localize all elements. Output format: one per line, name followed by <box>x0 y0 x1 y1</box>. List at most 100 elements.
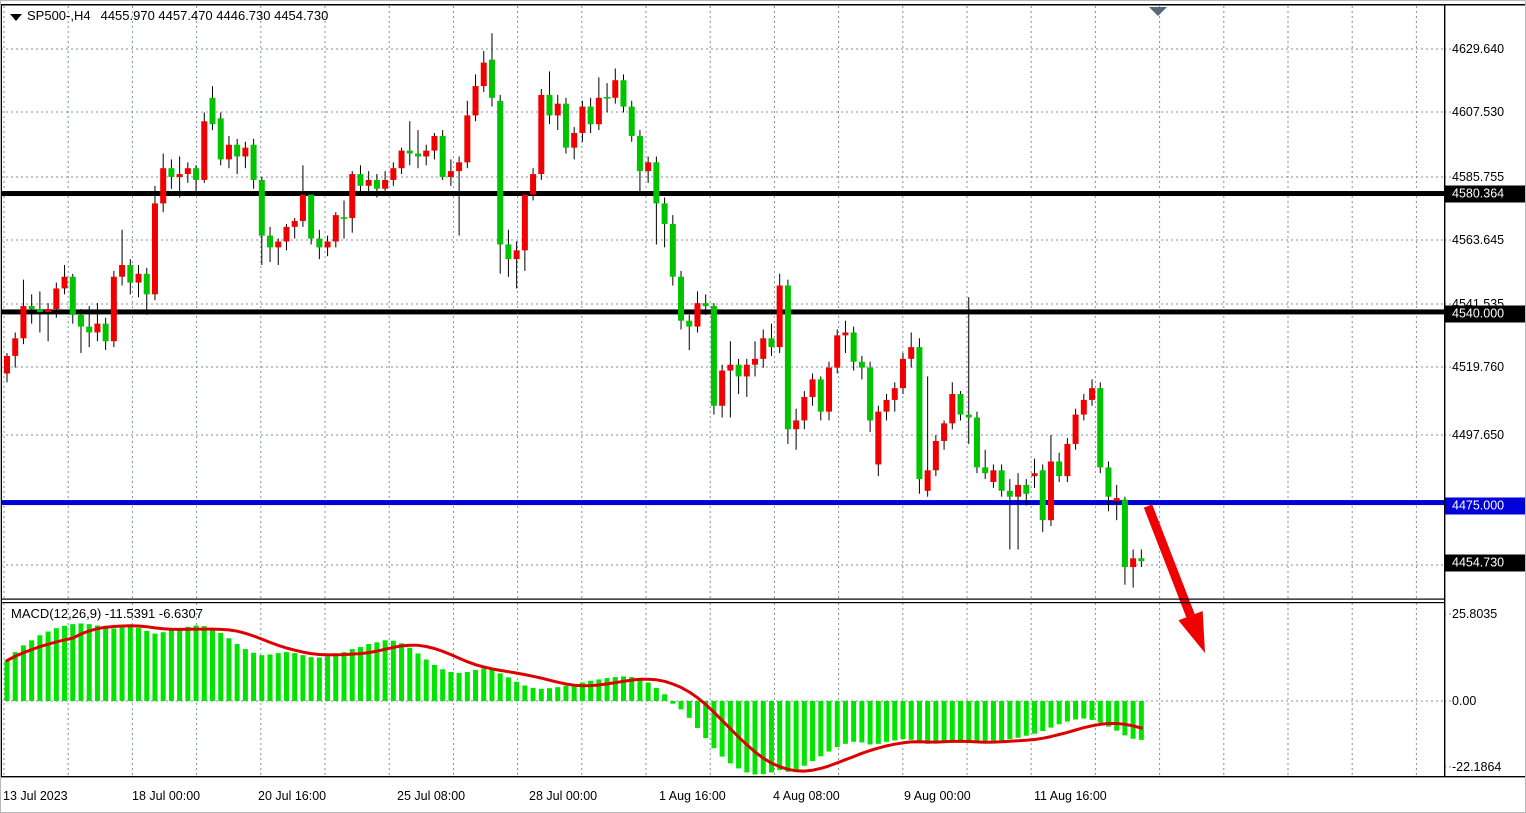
candle-body <box>1031 473 1038 477</box>
macd-histogram-bar <box>144 630 150 701</box>
macd-histogram-bar <box>1138 701 1144 740</box>
candle-body <box>423 150 430 157</box>
macd-histogram-bar <box>612 677 618 701</box>
macd-histogram-bar <box>522 685 528 701</box>
candle-body <box>743 364 750 377</box>
candle-body <box>299 194 306 221</box>
candle-body <box>1015 484 1022 497</box>
macd-histogram-bar <box>300 655 306 701</box>
candle-body <box>768 338 775 348</box>
macd-histogram-bar <box>152 633 158 701</box>
candle-body <box>801 396 808 421</box>
macd-histogram-bar <box>571 684 577 701</box>
price-axis-label: 4629.640 <box>1452 42 1505 56</box>
candle-body <box>160 168 167 204</box>
candle-doji-body <box>340 217 348 219</box>
candle-body <box>850 332 857 362</box>
macd-histogram-bar <box>925 701 931 744</box>
macd-histogram-bar <box>900 701 906 740</box>
candle-body <box>636 135 643 172</box>
candle-body <box>143 273 150 295</box>
symbol-dropdown-icon[interactable] <box>10 14 22 21</box>
macd-histogram-bar <box>366 644 372 701</box>
macd-histogram-bar <box>851 701 857 742</box>
macd-histogram-bar <box>505 677 511 701</box>
macd-histogram-bar <box>275 653 281 701</box>
macd-histogram-bar <box>768 701 774 773</box>
macd-histogram-bar <box>810 701 816 762</box>
chart-left-border <box>1 4 2 776</box>
macd-histogram-bar <box>94 625 100 701</box>
candle-body <box>398 150 405 169</box>
candle-body <box>1089 388 1096 400</box>
macd-histogram-bar <box>736 701 742 769</box>
symbol-period-label: SP500-,H4 <box>27 8 91 23</box>
macd-histogram-bar <box>415 653 421 701</box>
macd-histogram-bar <box>826 701 832 752</box>
candle-body <box>546 94 553 116</box>
date-axis-label: 9 Aug 00:00 <box>904 789 971 803</box>
price-level-line[interactable] <box>1 309 1444 315</box>
macd-histogram-bar <box>834 701 840 748</box>
trend-arrow-head[interactable] <box>1178 611 1205 653</box>
macd-histogram-bar <box>448 672 454 701</box>
candle-body <box>932 440 939 471</box>
candle-body <box>834 335 841 368</box>
candle-body <box>505 244 512 260</box>
macd-histogram-bar <box>966 701 972 742</box>
candle-body <box>127 264 134 283</box>
date-axis-label: 25 Jul 08:00 <box>397 789 466 803</box>
macd-histogram-bar <box>999 701 1005 741</box>
macd-histogram-bar <box>226 638 232 701</box>
macd-histogram-bar <box>686 701 692 718</box>
macd-histogram-bar <box>193 625 199 701</box>
price-axis-separator <box>1444 4 1446 776</box>
candle-body <box>1023 484 1030 494</box>
macd-histogram-bar <box>390 640 396 701</box>
macd-histogram-bar <box>431 664 437 701</box>
candle-body <box>719 370 726 406</box>
candle-body <box>357 174 364 186</box>
candle-body <box>184 168 191 175</box>
macd-panel-bottom-border <box>1 776 1525 778</box>
candle-body <box>858 361 865 368</box>
price-axis-label: 4519.760 <box>1452 360 1505 374</box>
macd-histogram-bar <box>974 701 980 744</box>
price-level-line[interactable] <box>1 191 1444 197</box>
candle-body <box>217 118 224 160</box>
macd-histogram-bar <box>1007 701 1013 740</box>
candle-body <box>439 135 446 177</box>
macd-histogram-bar <box>958 701 964 742</box>
macd-histogram-bar <box>933 701 939 744</box>
macd-histogram-bar <box>621 676 626 701</box>
candle-body <box>875 411 882 465</box>
candle-body <box>45 308 52 312</box>
scroll-to-end-marker-icon[interactable] <box>1149 7 1167 16</box>
candle-body <box>710 306 717 406</box>
macd-histogram-bar <box>801 701 807 766</box>
candle-body <box>883 399 890 412</box>
candle-body <box>1121 499 1128 568</box>
candle-body <box>784 285 791 430</box>
macd-axis-label: -22.1864 <box>1452 760 1502 774</box>
macd-histogram-bar <box>168 630 174 701</box>
macd-histogram-bar <box>604 678 610 701</box>
candle-body <box>250 144 257 180</box>
price-level-line[interactable] <box>1 500 1444 506</box>
date-axis-label: 4 Aug 08:00 <box>773 789 840 803</box>
trend-arrow-shaft[interactable] <box>1143 504 1195 618</box>
price-badge: 4540.000 <box>1445 305 1525 323</box>
candle-body <box>382 179 389 189</box>
macd-histogram-bar <box>119 627 125 701</box>
candle-body <box>908 347 915 359</box>
candle-body <box>973 417 980 468</box>
macd-histogram-bar <box>136 627 142 701</box>
macd-histogram-bar <box>694 701 700 728</box>
macd-histogram-bar <box>785 701 791 772</box>
candle-body <box>628 106 635 136</box>
candle-body <box>949 394 956 424</box>
price-axis-label: 4563.645 <box>1452 233 1505 247</box>
macd-histogram-bar <box>325 656 331 701</box>
candle-body <box>752 358 759 365</box>
